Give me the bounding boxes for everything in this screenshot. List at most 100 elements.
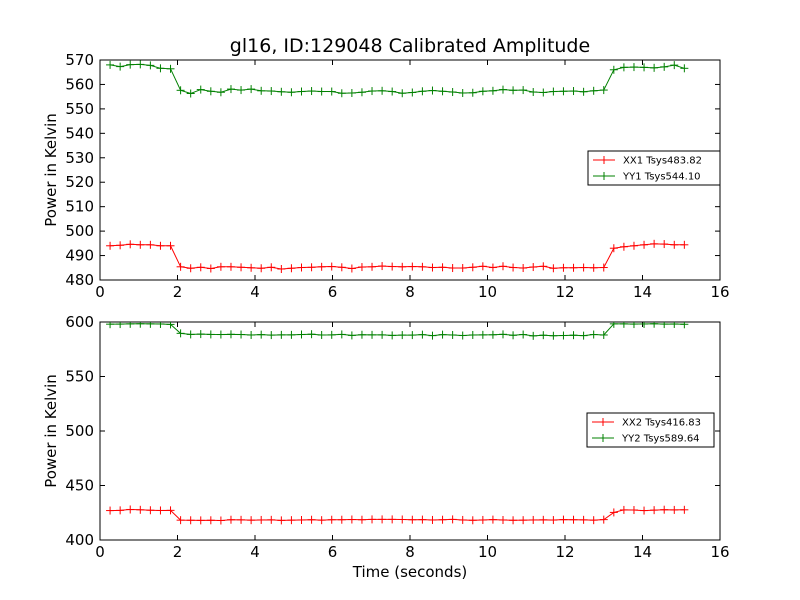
data-point xyxy=(539,515,548,524)
data-point xyxy=(398,262,407,271)
data-point xyxy=(448,330,457,339)
data-point xyxy=(468,263,477,272)
bottom-subplot: 0 2 4 6 8 10 12 14 16 400 450 500 550 600 Power in Kel… xyxy=(42,313,730,561)
data-point xyxy=(257,86,266,95)
legend-label: XX1 Tsys483.82 xyxy=(623,156,702,167)
series-line xyxy=(110,323,685,337)
legend-label: YY1 Tsys544.10 xyxy=(622,172,701,183)
data-point xyxy=(257,515,266,524)
y-tick-label: 520 xyxy=(65,173,94,191)
data-point xyxy=(136,240,145,249)
data-point xyxy=(670,240,679,249)
series-line xyxy=(110,508,685,521)
data-point xyxy=(146,61,155,70)
data-point xyxy=(458,89,467,97)
data-point xyxy=(599,263,608,272)
data-point xyxy=(317,330,326,339)
data-point xyxy=(559,331,568,340)
data-point xyxy=(529,515,538,524)
data-point xyxy=(418,262,427,271)
x-tick-label: 2 xyxy=(173,283,183,301)
data-point xyxy=(640,322,649,328)
data-point xyxy=(156,322,165,328)
data-point xyxy=(337,89,346,98)
data-point xyxy=(398,89,407,98)
series-yy1 xyxy=(106,60,689,98)
series-line xyxy=(110,243,685,270)
data-point xyxy=(488,263,497,272)
y-tick-label: 400 xyxy=(65,531,94,549)
data-point xyxy=(368,87,377,96)
data-point xyxy=(247,263,256,272)
data-point xyxy=(519,86,528,95)
data-point xyxy=(347,331,356,340)
y-tick-label: 510 xyxy=(65,198,94,216)
x-tick-label: 0 xyxy=(95,283,105,301)
data-point xyxy=(247,85,256,94)
data-point xyxy=(539,262,548,271)
legend-box xyxy=(587,150,721,186)
data-point xyxy=(297,87,306,96)
data-point xyxy=(116,241,125,250)
data-point xyxy=(337,515,346,524)
y-tick-label: 450 xyxy=(65,477,94,495)
y-tick-label: 480 xyxy=(65,271,94,289)
data-point xyxy=(237,330,246,339)
x-tick-label: 6 xyxy=(328,543,338,561)
data-point xyxy=(599,86,608,95)
data-point xyxy=(176,262,185,271)
data-point xyxy=(166,241,175,250)
data-point xyxy=(398,331,407,340)
data-point xyxy=(438,87,447,96)
data-point xyxy=(519,516,528,525)
data-point xyxy=(589,263,598,272)
x-tick-label: 8 xyxy=(405,283,415,301)
x-tick-label: 4 xyxy=(250,283,260,301)
data-point xyxy=(398,515,407,524)
data-point xyxy=(509,516,518,525)
data-point xyxy=(146,240,155,249)
legend-box xyxy=(586,412,715,448)
data-point xyxy=(579,263,588,272)
data-point xyxy=(529,263,538,272)
data-point xyxy=(670,505,679,514)
data-point xyxy=(680,64,689,73)
data-point xyxy=(650,506,659,515)
data-point xyxy=(347,515,356,524)
data-point xyxy=(549,331,558,340)
data-point xyxy=(569,263,578,272)
data-point xyxy=(176,86,185,95)
data-point xyxy=(448,88,457,97)
data-point xyxy=(166,506,175,515)
x-axis-title: Time (seconds) xyxy=(352,563,468,581)
data-point xyxy=(126,60,135,69)
data-point xyxy=(186,264,195,273)
data-point xyxy=(116,506,125,515)
data-point xyxy=(237,86,246,95)
legend-label: XX2 Tsys416.83 xyxy=(622,418,701,429)
data-point xyxy=(418,330,427,339)
data-point xyxy=(378,330,387,339)
data-point xyxy=(458,515,467,524)
data-point xyxy=(388,262,397,271)
data-point xyxy=(589,330,598,339)
data-point xyxy=(609,322,618,328)
data-point xyxy=(499,330,507,339)
data-point xyxy=(549,87,558,96)
data-point xyxy=(216,88,225,97)
data-point xyxy=(277,330,286,339)
data-point xyxy=(287,88,296,97)
data-point xyxy=(206,516,215,525)
y-tick-label: 500 xyxy=(65,422,94,440)
data-point xyxy=(509,86,518,95)
data-point xyxy=(327,515,336,524)
data-point xyxy=(247,516,256,525)
data-point xyxy=(499,515,507,524)
data-point xyxy=(327,330,336,339)
data-point xyxy=(136,60,145,69)
data-point xyxy=(206,264,215,273)
data-point xyxy=(196,330,205,339)
data-point xyxy=(206,330,215,339)
data-point xyxy=(660,240,669,249)
data-point xyxy=(136,505,145,514)
